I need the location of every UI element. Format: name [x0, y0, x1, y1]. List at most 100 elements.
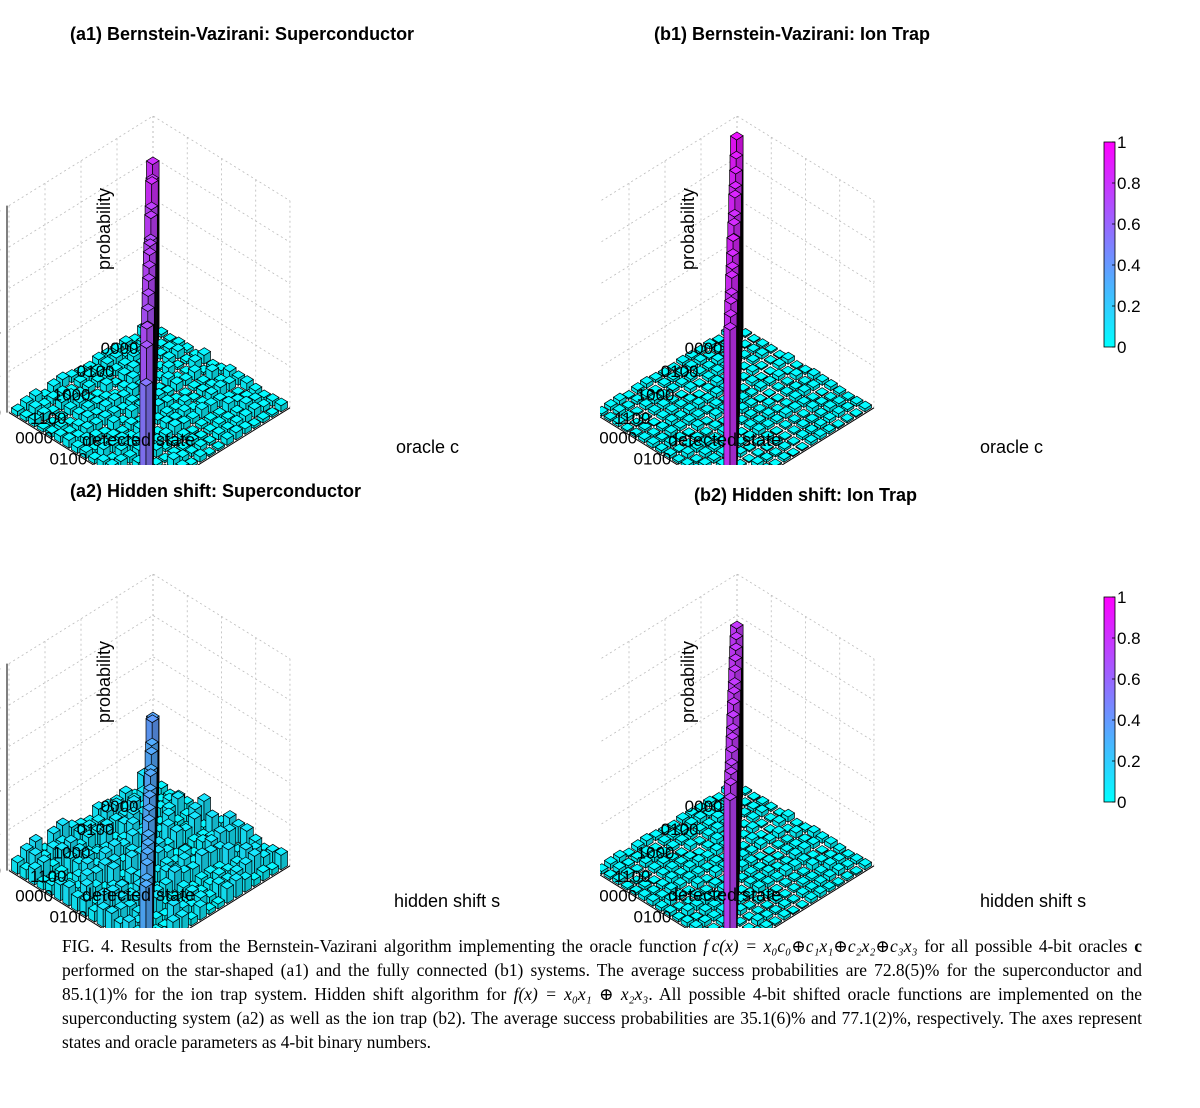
bar: [760, 887, 775, 900]
bar: [691, 853, 706, 868]
bar: [815, 373, 830, 387]
gridline: [8, 739, 291, 830]
bar: [786, 436, 801, 447]
bar: [639, 375, 654, 390]
bar: [746, 333, 761, 344]
bar: [675, 354, 690, 367]
bar: [796, 418, 811, 430]
bar: [54, 410, 69, 422]
bar: [777, 898, 792, 911]
bar: [603, 398, 618, 412]
bar: [693, 810, 708, 825]
bar: [693, 344, 708, 356]
bar3d-chart-a1: 00.20.40.60.8100000100100011000000010010…: [0, 115, 291, 465]
bar: [759, 919, 774, 928]
bar: [684, 807, 699, 820]
bar: [760, 430, 775, 442]
z-tick-labels: 0 0.2 0.4 0.6 0.8 1: [0, 655, 1, 881]
bar: [648, 384, 663, 395]
bar: [762, 832, 777, 845]
bars: [600, 131, 873, 465]
oracle-tick-label: 0100: [50, 449, 88, 465]
bar: [806, 379, 821, 392]
bar: [778, 419, 793, 431]
y-axis-label: hidden shift s: [394, 891, 501, 911]
bar: [768, 446, 783, 458]
bar: [693, 801, 708, 814]
gridline: [8, 614, 291, 706]
bar: [777, 451, 792, 463]
bar: [789, 824, 804, 840]
bar: [778, 863, 793, 878]
z-axis-label: probability: [678, 187, 698, 270]
bar: [814, 407, 829, 419]
bar: [211, 440, 226, 452]
bar: [706, 909, 721, 923]
bar: [673, 419, 688, 433]
chart-title: (b2) Hidden shift: Ion Trap: [694, 485, 917, 505]
state-tick-label: 1100: [614, 409, 651, 428]
bar: [700, 392, 715, 405]
bar: [760, 442, 775, 453]
chart-title: (a1) Bernstein-Vazirani: Superconductor: [70, 24, 415, 44]
bar: [79, 444, 94, 460]
bar: [620, 422, 635, 433]
bar: [786, 893, 801, 905]
state-tick-label: 1100: [30, 409, 67, 428]
bar: [81, 379, 96, 395]
panel-b2: 00.20.40.60.8100000100100011000000010010…: [600, 463, 1200, 928]
bar: [708, 876, 723, 890]
bar: [187, 364, 202, 382]
chart-title: (b1) Bernstein-Vazirani: Ion Trap: [654, 24, 931, 44]
bar: [655, 431, 670, 444]
bar: [781, 808, 796, 823]
bar: [691, 865, 706, 879]
colorbar-tick-label: 1: [1117, 133, 1126, 152]
bar: [176, 415, 191, 431]
bar: [256, 411, 271, 424]
bar: [813, 885, 828, 899]
bar: [682, 859, 697, 874]
x-axis-label: detected state: [668, 885, 782, 905]
state-tick-label: 1100: [30, 867, 67, 886]
bar: [753, 393, 768, 404]
bar: [777, 440, 792, 453]
bar: [755, 804, 769, 818]
bar: [665, 403, 679, 416]
bar: [769, 870, 784, 883]
bar: [786, 447, 801, 458]
bar: [743, 408, 758, 420]
bar: [603, 411, 618, 423]
floor-edge: [600, 865, 875, 928]
bar: [841, 848, 856, 860]
bar: [620, 866, 635, 881]
bar: [169, 376, 184, 393]
bar: [665, 851, 680, 863]
state-tick-label: 1100: [614, 867, 651, 886]
oracle-tick-label: 0000: [15, 886, 53, 905]
bar: [655, 878, 670, 891]
bar: [666, 371, 681, 384]
bar: [805, 413, 820, 425]
bar: [229, 424, 244, 441]
bar: [656, 855, 671, 869]
bar: [683, 371, 698, 383]
bar: [27, 412, 42, 428]
bar: [771, 825, 786, 840]
bar: [746, 791, 761, 802]
state-tick-label: 0000: [101, 339, 139, 358]
bar: [755, 347, 769, 360]
bar: [840, 870, 855, 882]
bar: [804, 434, 819, 447]
bar: [630, 393, 645, 406]
bar: [684, 816, 699, 830]
bar: [742, 887, 757, 900]
bar: [185, 433, 200, 447]
bar: [787, 871, 802, 883]
colorbar-tick-label: 0: [1117, 793, 1126, 812]
bar: [664, 413, 679, 427]
bar: [706, 452, 721, 465]
bar: [193, 448, 208, 463]
